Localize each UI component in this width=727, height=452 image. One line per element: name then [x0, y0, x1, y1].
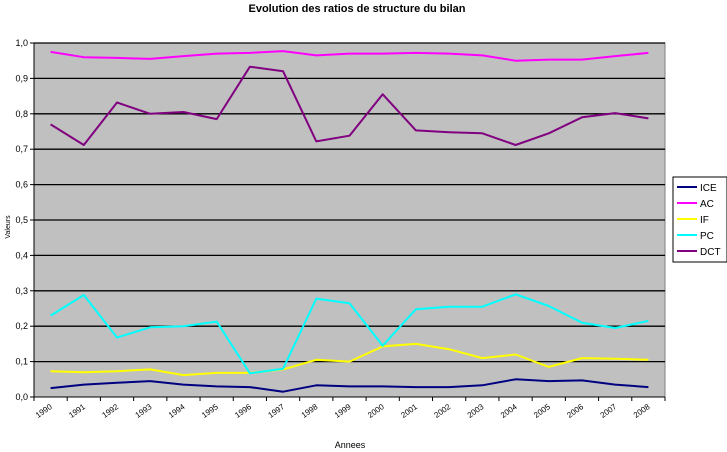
x-tick-label: 1993 [134, 402, 154, 420]
legend-label-if: IF [700, 215, 709, 226]
y-tick-label: 0,3 [15, 286, 28, 296]
x-tick-label: 1992 [100, 402, 120, 420]
y-axis-ticks: 0,0 0,1 0,2 0,3 0,4 0,5 0,6 0,7 0,8 0,9 1,0 [15, 38, 665, 402]
series-lines [50, 50, 649, 393]
y-tick-label: 0,2 [15, 321, 28, 331]
series-line-if [50, 342, 649, 377]
legend-label-pc: PC [700, 231, 714, 242]
x-tick-label: 2008 [632, 402, 652, 420]
x-tick-label: 2003 [466, 402, 486, 420]
x-tick-label: 2000 [366, 402, 386, 420]
series-line-ac [50, 50, 649, 62]
x-tick-label: 1994 [167, 402, 187, 420]
x-tick-label: 1991 [67, 402, 87, 420]
x-tick-label: 2001 [399, 402, 419, 420]
series-line-pc [50, 293, 649, 375]
legend-label-ac: AC [700, 199, 714, 210]
y-axis-title: Valeurs [5, 215, 12, 239]
y-tick-label: 0,1 [15, 357, 28, 367]
y-tick-label: 0,4 [15, 250, 28, 260]
x-tick-label: 2006 [565, 402, 585, 420]
x-tick-label: 2005 [532, 402, 552, 420]
y-tick-label: 1,0 [15, 38, 28, 48]
y-tick-label: 0,7 [15, 144, 28, 154]
chart-title: Evolution des ratios de structure du bil… [249, 3, 466, 15]
x-tick-label: 1998 [300, 402, 320, 420]
x-tick-label: 1995 [200, 402, 220, 420]
y-tick-label: 0,5 [15, 215, 28, 225]
y-tick-label: 0,8 [15, 109, 28, 119]
x-tick-label: 1997 [266, 402, 286, 420]
gridlines [34, 42, 665, 363]
x-axis-title: Annees [335, 440, 366, 450]
y-tick-label: 0,6 [15, 180, 28, 190]
x-tick-label: 2002 [433, 402, 453, 420]
x-axis-ticks: 1990 1991 1992 1993 1994 1995 1996 1997 1998 1999… [33, 397, 666, 420]
legend: ICE AC IF PC DCT [672, 176, 727, 263]
y-tick-label: 0,9 [15, 73, 28, 83]
x-tick-label: 2004 [499, 402, 519, 420]
legend-label-dct: DCT [700, 247, 721, 258]
x-tick-label: 1996 [233, 402, 253, 420]
y-tick-label: 0,0 [15, 392, 28, 402]
legend-label-ice: ICE [700, 183, 717, 194]
series-line-ice [50, 378, 649, 393]
x-tick-label: 1990 [34, 402, 54, 420]
x-tick-label: 2007 [599, 402, 619, 420]
series-line-dct [50, 65, 649, 146]
x-tick-label: 1999 [333, 402, 353, 420]
